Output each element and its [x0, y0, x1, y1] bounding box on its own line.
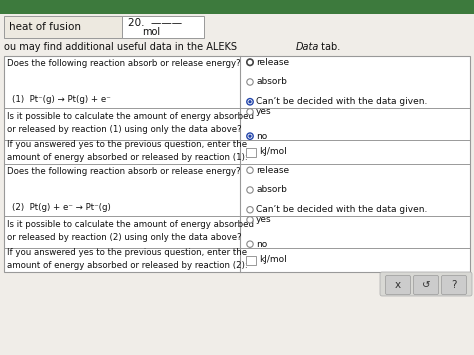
Text: Does the following reaction absorb or release energy?: Does the following reaction absorb or re…: [7, 167, 241, 176]
Circle shape: [248, 100, 252, 103]
Text: release: release: [256, 166, 289, 175]
Text: ?: ?: [451, 280, 457, 290]
Text: tab.: tab.: [318, 42, 340, 52]
Text: If you answered yes to the previous question, enter the: If you answered yes to the previous ques…: [7, 248, 247, 257]
FancyBboxPatch shape: [380, 272, 472, 296]
Text: absorb: absorb: [256, 77, 287, 87]
FancyBboxPatch shape: [413, 275, 438, 295]
FancyBboxPatch shape: [4, 16, 122, 38]
Text: yes: yes: [256, 107, 272, 116]
Text: (2)  Pt(g) + e⁻ → Pt⁻(g): (2) Pt(g) + e⁻ → Pt⁻(g): [12, 203, 111, 212]
Bar: [246, 147, 256, 157]
Text: Is it possible to calculate the amount of energy absorbed: Is it possible to calculate the amount o…: [7, 112, 254, 121]
FancyBboxPatch shape: [122, 16, 204, 38]
Text: amount of energy absorbed or released by reaction (2):: amount of energy absorbed or released by…: [7, 261, 248, 270]
Circle shape: [247, 167, 253, 174]
FancyBboxPatch shape: [385, 275, 410, 295]
Circle shape: [247, 79, 253, 85]
Circle shape: [247, 187, 253, 193]
Text: or released by reaction (1) using only the data above?: or released by reaction (1) using only t…: [7, 125, 242, 134]
Bar: [246, 256, 256, 264]
Text: kJ/mol: kJ/mol: [259, 147, 287, 157]
Text: no: no: [256, 132, 267, 141]
Text: absorb: absorb: [256, 186, 287, 195]
Text: x: x: [395, 280, 401, 290]
Circle shape: [247, 99, 253, 105]
Text: Can’t be decided with the data given.: Can’t be decided with the data given.: [256, 205, 428, 214]
Text: Data: Data: [296, 42, 319, 52]
FancyBboxPatch shape: [441, 275, 466, 295]
Bar: [4, 56, 470, 272]
Text: kJ/mol: kJ/mol: [259, 256, 287, 264]
Text: release: release: [256, 58, 289, 67]
Text: heat of fusion: heat of fusion: [9, 22, 81, 32]
Circle shape: [248, 135, 252, 138]
Circle shape: [247, 59, 253, 65]
Text: Is it possible to calculate the amount of energy absorbed: Is it possible to calculate the amount o…: [7, 220, 254, 229]
Text: or released by reaction (2) using only the data above?: or released by reaction (2) using only t…: [7, 233, 242, 242]
Text: ↺: ↺: [422, 280, 430, 290]
Bar: [0, 0, 474, 14]
Text: yes: yes: [256, 215, 272, 224]
Circle shape: [247, 109, 253, 115]
Text: (1)  Pt⁻(g) → Pt(g) + e⁻: (1) Pt⁻(g) → Pt(g) + e⁻: [12, 95, 111, 104]
Text: Does the following reaction absorb or release energy?: Does the following reaction absorb or re…: [7, 59, 241, 68]
Text: mol: mol: [142, 27, 160, 37]
Circle shape: [247, 133, 253, 140]
Text: If you answered yes to the previous question, enter the: If you answered yes to the previous ques…: [7, 140, 247, 149]
Text: amount of energy absorbed or released by reaction (1):: amount of energy absorbed or released by…: [7, 153, 248, 162]
Circle shape: [247, 207, 253, 213]
Text: no: no: [256, 240, 267, 248]
Text: 20.  ———: 20. ———: [128, 18, 182, 28]
Text: Can’t be decided with the data given.: Can’t be decided with the data given.: [256, 97, 428, 106]
Circle shape: [247, 241, 253, 247]
Circle shape: [247, 217, 253, 223]
Text: ou may find additional useful data in the ALEKS: ou may find additional useful data in th…: [4, 42, 240, 52]
